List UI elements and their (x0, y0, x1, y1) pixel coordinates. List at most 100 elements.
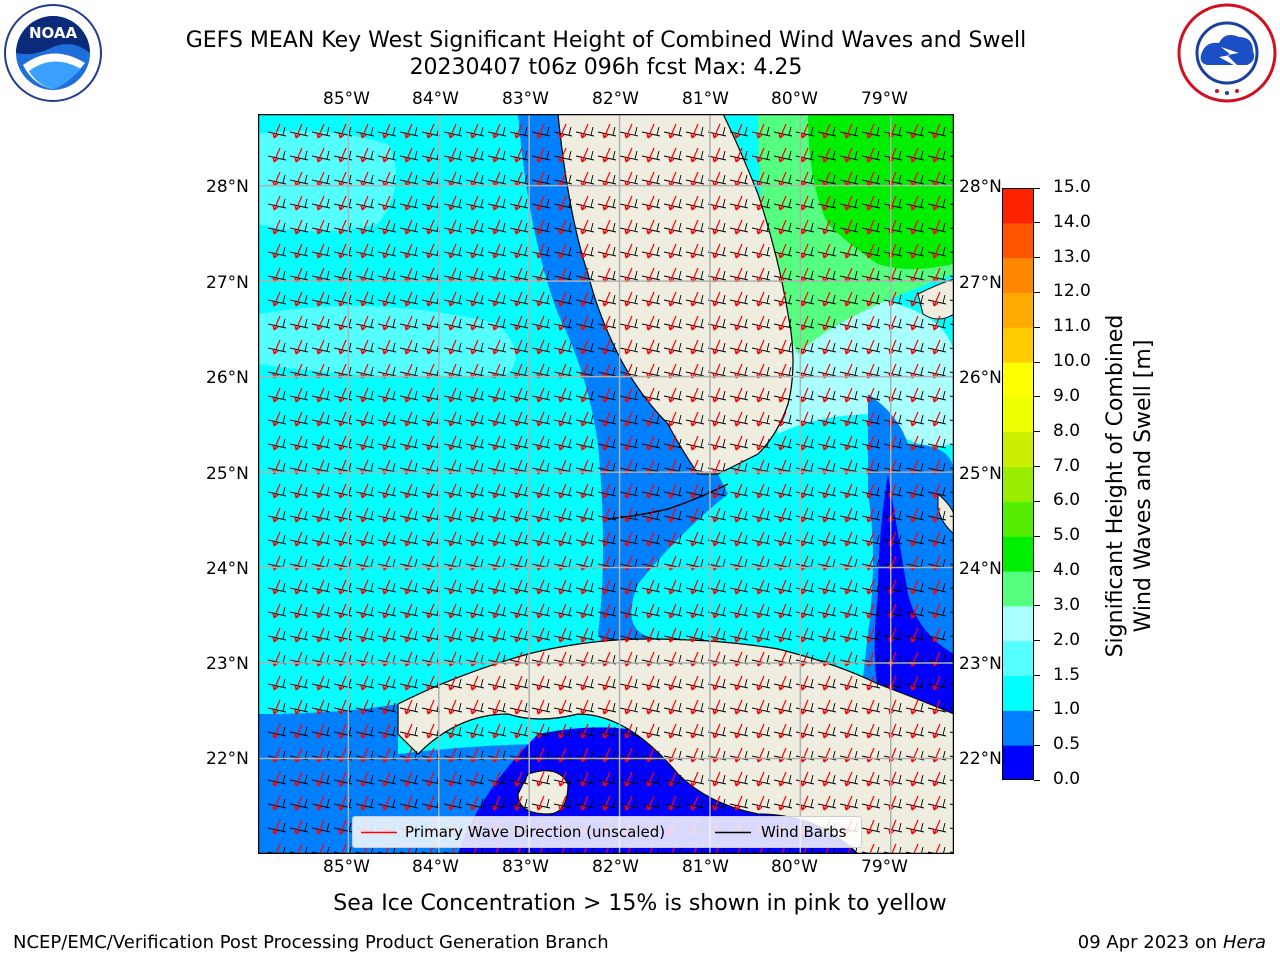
wind-barb (641, 366, 661, 377)
wind-barb (773, 606, 793, 617)
wave-arrow (338, 147, 347, 163)
wave-arrow (316, 603, 325, 619)
wave-arrow (778, 771, 787, 787)
wind-barb (839, 798, 859, 809)
colorbar-tick-label: 13.0 (1053, 246, 1091, 267)
wave-arrow (668, 435, 677, 451)
wind-barb (311, 222, 331, 233)
wave-arrow (294, 195, 303, 211)
wave-arrow (624, 195, 633, 211)
wave-arrow (844, 771, 853, 787)
wind-barb (443, 774, 463, 785)
wave-arrow (536, 291, 545, 307)
wind-barb (685, 510, 705, 521)
wind-barb (773, 270, 793, 281)
wave-arrow (756, 795, 765, 811)
wind-barb (839, 222, 859, 233)
wind-barb (685, 798, 705, 809)
footer-date-text: 09 Apr 2023 on (1077, 932, 1223, 953)
colorbar (1002, 188, 1034, 781)
wave-arrow (800, 723, 809, 739)
colorbar-segment (1002, 466, 1034, 502)
wind-barb (443, 390, 463, 401)
wind-barb (751, 414, 771, 425)
colorbar-segment (1002, 571, 1034, 607)
noaa-logo-text: NOAA (29, 24, 78, 42)
wave-arrow (910, 219, 919, 235)
wave-arrow (272, 627, 281, 643)
wind-barb (289, 534, 309, 545)
wind-barb (289, 126, 309, 137)
wind-barb (641, 678, 661, 689)
wind-barb (641, 294, 661, 305)
wave-arrow (536, 123, 545, 139)
wind-barb (817, 198, 837, 209)
wind-barb (927, 486, 947, 497)
wave-arrow (624, 435, 633, 451)
wave-arrow (536, 531, 545, 547)
wind-barb (377, 726, 397, 737)
wind-barb (399, 774, 419, 785)
colorbar-segment (1002, 257, 1034, 293)
wave-arrow (404, 219, 413, 235)
wind-barb (311, 126, 331, 137)
footer-organization: NCEP/EMC/Verification Post Processing Pr… (13, 932, 609, 953)
wave-arrow (536, 723, 545, 739)
wave-arrow (294, 291, 303, 307)
wave-arrow (514, 387, 523, 403)
wave-arrow (800, 699, 809, 715)
wave-arrow (690, 243, 699, 259)
wave-arrow (492, 675, 501, 691)
wind-barb (927, 198, 947, 209)
wave-arrow (690, 531, 699, 547)
wind-barb (487, 774, 507, 785)
wave-arrow (404, 699, 413, 715)
wind-barb (927, 414, 947, 425)
wind-barb (311, 390, 331, 401)
wind-barb (861, 486, 881, 497)
wind-barb (795, 534, 815, 545)
wind-barb (883, 318, 903, 329)
wind-barb (289, 150, 309, 161)
wind-barb (597, 270, 617, 281)
wind-barb (509, 678, 529, 689)
wave-arrow (360, 483, 369, 499)
wave-arrow (910, 723, 919, 739)
wind-barb (729, 150, 749, 161)
wave-arrow (536, 771, 545, 787)
wave-arrow (646, 435, 655, 451)
wave-arrow (558, 723, 567, 739)
wave-arrow (338, 387, 347, 403)
wave-arrow (360, 771, 369, 787)
wind-barb (663, 246, 683, 257)
wind-barb (663, 438, 683, 449)
wave-arrow (580, 699, 589, 715)
wave-arrow (470, 795, 479, 811)
wave-arrow (338, 627, 347, 643)
wave-arrow (338, 795, 347, 811)
wind-barb (839, 174, 859, 185)
wave-arrow (382, 291, 391, 307)
wind-barb (773, 414, 793, 425)
wind-barb (509, 294, 529, 305)
colorbar-segment (1002, 640, 1034, 677)
wave-arrow (910, 483, 919, 499)
wave-arrow (558, 699, 567, 715)
wave-arrow (822, 771, 831, 787)
wind-barb (883, 414, 903, 425)
wind-barb (685, 414, 705, 425)
wind-barb (311, 678, 331, 689)
wind-barb (575, 294, 595, 305)
wave-arrow (294, 675, 303, 691)
wind-barb (729, 174, 749, 185)
wind-barb (905, 390, 925, 401)
wave-arrow (624, 483, 633, 499)
wave-arrow (360, 507, 369, 523)
wave-arrow (800, 339, 809, 355)
wind-barb (311, 606, 331, 617)
wave-arrow (624, 603, 633, 619)
wind-barb (465, 630, 485, 641)
wind-barb (861, 318, 881, 329)
wave-arrow (514, 315, 523, 331)
wind-barb (531, 150, 551, 161)
